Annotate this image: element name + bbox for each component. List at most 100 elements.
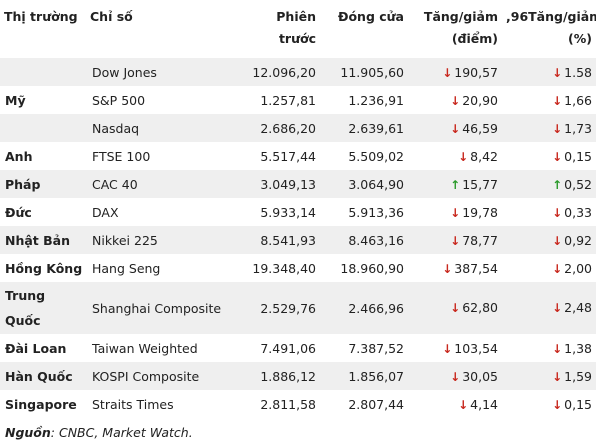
- close-value-cell: 18.960,90: [320, 254, 408, 282]
- change-percent-cell: ↓ 1,73: [502, 114, 596, 142]
- index-name-cell: CAC 40: [86, 170, 226, 198]
- previous-value-cell: 7.491,06: [226, 334, 320, 362]
- index-name-cell: Hang Seng: [86, 254, 226, 282]
- change-points-cell: ↓ 30,05: [408, 362, 502, 390]
- header-change-percent: ,96Tăng/giảm (%): [506, 9, 596, 46]
- arrow-down-icon: ↓: [458, 149, 469, 164]
- table-row: Nhật Bản Nikkei 225 8.541,93 8.463,16 ↓ 78,77…: [0, 226, 596, 254]
- header-close: Đóng cửa: [337, 9, 404, 24]
- table-row: Hồng Kông Hang Seng 19.348,40 18.960,90 ↓ 387…: [0, 254, 596, 282]
- arrow-down-icon: ↓: [552, 65, 563, 80]
- previous-value-cell: 1.257,81: [226, 86, 320, 114]
- arrow-down-icon: ↓: [552, 369, 563, 384]
- arrow-down-icon: ↓: [450, 233, 461, 248]
- previous-value-cell: 19.348,40: [226, 254, 320, 282]
- previous-value-cell: 2.529,76: [226, 282, 320, 334]
- arrow-up-icon: ↑: [552, 177, 563, 192]
- previous-value-cell: 2.686,20: [226, 114, 320, 142]
- arrow-down-icon: ↓: [450, 369, 461, 384]
- market-cell: [0, 58, 86, 86]
- arrow-down-icon: ↓: [552, 261, 563, 276]
- arrow-down-icon: ↓: [450, 301, 461, 315]
- change-percent-cell: ↓ 0,15: [502, 142, 596, 170]
- arrow-down-icon: ↓: [552, 149, 563, 164]
- change-percent-cell: ↓ 1.58: [502, 58, 596, 86]
- market-cell: [0, 114, 86, 142]
- table-row: Pháp CAC 40 3.049,13 3.064,90 ↑ 15,77 ↑ 0,52: [0, 170, 596, 198]
- change-points-cell: ↓ 19,78: [408, 198, 502, 226]
- arrow-down-icon: ↓: [552, 341, 563, 356]
- change-points-cell: ↓ 8,42: [408, 142, 502, 170]
- arrow-up-icon: ↑: [450, 177, 461, 192]
- previous-value-cell: 2.811,58: [226, 390, 320, 418]
- market-cell: Pháp: [0, 170, 86, 198]
- change-points-cell: ↓ 4,14: [408, 390, 502, 418]
- market-cell: Mỹ: [0, 86, 86, 114]
- change-percent-cell: ↓ 1,66: [502, 86, 596, 114]
- index-name-cell: Nikkei 225: [86, 226, 226, 254]
- arrow-down-icon: ↓: [552, 397, 563, 412]
- market-cell: Đài Loan: [0, 334, 86, 362]
- index-name-cell: S&P 500: [86, 86, 226, 114]
- change-percent-cell: ↓ 2,48: [502, 282, 596, 334]
- change-percent-cell: ↑ 0,52: [502, 170, 596, 198]
- market-cell: Đức: [0, 198, 86, 226]
- change-points-cell: ↓ 387,54: [408, 254, 502, 282]
- index-name-cell: DAX: [86, 198, 226, 226]
- table-row: Đài Loan Taiwan Weighted 7.491,06 7.387,52 ↓…: [0, 334, 596, 362]
- change-percent-cell: ↓ 2,00: [502, 254, 596, 282]
- market-cell: Nhật Bản: [0, 226, 86, 254]
- source-text: : CNBC, Market Watch.: [50, 425, 193, 440]
- arrow-down-icon: ↓: [442, 341, 453, 356]
- previous-value-cell: 1.886,12: [226, 362, 320, 390]
- index-name-cell: FTSE 100: [86, 142, 226, 170]
- market-cell: Hồng Kông: [0, 254, 86, 282]
- table-row: Trung Quốc Shanghai Composite 2.529,76 2.46…: [0, 282, 596, 334]
- index-name-cell: Nasdaq: [86, 114, 226, 142]
- table-row: Singapore Straits Times 2.811,58 2.807,44 ↓ 4…: [0, 390, 596, 418]
- index-name-cell: Taiwan Weighted: [86, 334, 226, 362]
- index-name-cell: Straits Times: [86, 390, 226, 418]
- arrow-down-icon: ↓: [442, 65, 453, 80]
- arrow-down-icon: ↓: [552, 93, 563, 108]
- arrow-down-icon: ↓: [552, 233, 563, 248]
- change-points-cell: ↑ 15,77: [408, 170, 502, 198]
- close-value-cell: 11.905,60: [320, 58, 408, 86]
- arrow-down-icon: ↓: [450, 205, 461, 220]
- change-percent-cell: ↓ 0,33: [502, 198, 596, 226]
- close-value-cell: 1.236,91: [320, 86, 408, 114]
- table-row: Anh FTSE 100 5.517,44 5.509,02 ↓ 8,42 ↓ 0,15: [0, 142, 596, 170]
- table-row: Hàn Quốc KOSPI Composite 1.886,12 1.856,07 ↓…: [0, 362, 596, 390]
- market-cell: Singapore: [0, 390, 86, 418]
- change-points-cell: ↓ 46,59: [408, 114, 502, 142]
- change-points-cell: ↓ 103,54: [408, 334, 502, 362]
- close-value-cell: 1.856,07: [320, 362, 408, 390]
- stock-index-table: Thị trường Chỉ số Phiên trước Đóng cửa Tă…: [0, 0, 596, 418]
- previous-value-cell: 8.541,93: [226, 226, 320, 254]
- arrow-down-icon: ↓: [552, 301, 563, 315]
- previous-value-cell: 12.096,20: [226, 58, 320, 86]
- previous-value-cell: 3.049,13: [226, 170, 320, 198]
- table-header-row: Thị trường Chỉ số Phiên trước Đóng cửa Tă…: [0, 0, 596, 58]
- change-percent-cell: ↓ 0,15: [502, 390, 596, 418]
- index-name-cell: KOSPI Composite: [86, 362, 226, 390]
- header-change-points: Tăng/giảm (điểm): [423, 9, 498, 46]
- header-market: Thị trường: [4, 9, 78, 24]
- close-value-cell: 5.509,02: [320, 142, 408, 170]
- close-value-cell: 7.387,52: [320, 334, 408, 362]
- previous-value-cell: 5.933,14: [226, 198, 320, 226]
- table-row: Đức DAX 5.933,14 5.913,36 ↓ 19,78 ↓ 0,33: [0, 198, 596, 226]
- table-body: Dow Jones 12.096,20 11.905,60 ↓ 190,57 ↓ 1.58 M…: [0, 58, 596, 418]
- header-previous-session: Phiên trước: [276, 9, 316, 46]
- table-row: Dow Jones 12.096,20 11.905,60 ↓ 190,57 ↓ 1.58: [0, 58, 596, 86]
- close-value-cell: 3.064,90: [320, 170, 408, 198]
- index-name-cell: Dow Jones: [86, 58, 226, 86]
- arrow-down-icon: ↓: [450, 93, 461, 108]
- header-index: Chỉ số: [90, 9, 133, 24]
- close-value-cell: 2.639,61: [320, 114, 408, 142]
- table-row: Mỹ S&P 500 1.257,81 1.236,91 ↓ 20,90 ↓ 1,66: [0, 86, 596, 114]
- arrow-down-icon: ↓: [458, 397, 469, 412]
- change-points-cell: ↓ 20,90: [408, 86, 502, 114]
- close-value-cell: 2.807,44: [320, 390, 408, 418]
